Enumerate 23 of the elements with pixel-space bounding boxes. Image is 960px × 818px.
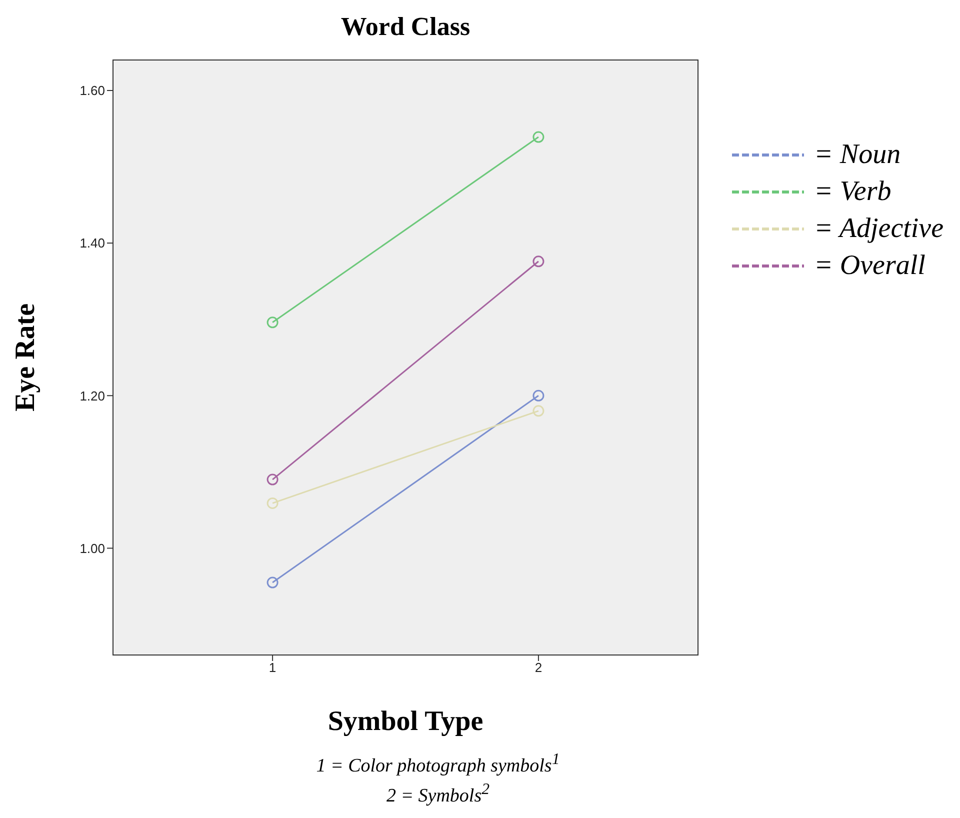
point bbox=[532, 405, 544, 417]
point bbox=[532, 131, 544, 143]
text: 2 = Symbols$^{2}$ bbox=[385, 780, 491, 809]
point bbox=[532, 256, 544, 268]
point bbox=[532, 390, 544, 402]
x-tick-label: 2 bbox=[534, 660, 542, 676]
point bbox=[266, 576, 278, 588]
point bbox=[266, 316, 278, 328]
y-tick-label: 1.60 bbox=[80, 83, 105, 98]
y-tick-label: 1.20 bbox=[80, 388, 105, 404]
text: 1 = Color photograph symbols$^{1}$ bbox=[315, 750, 561, 778]
point bbox=[266, 474, 278, 486]
legend-label: = Overall bbox=[814, 250, 926, 282]
legend-label: = Noun bbox=[814, 138, 901, 170]
point bbox=[266, 497, 278, 509]
y-tick-label: 1.40 bbox=[80, 236, 105, 251]
x-axis-title: Symbol Type bbox=[328, 706, 484, 737]
legend-label: = Adjective bbox=[814, 212, 944, 244]
x-tick-label: 1 bbox=[268, 660, 276, 676]
chart-title: Word Class bbox=[340, 12, 472, 42]
legend-label: = Verb bbox=[814, 176, 892, 208]
y-tick-label: 1.00 bbox=[80, 540, 105, 556]
y-axis-title: Eye Rate bbox=[10, 303, 41, 412]
